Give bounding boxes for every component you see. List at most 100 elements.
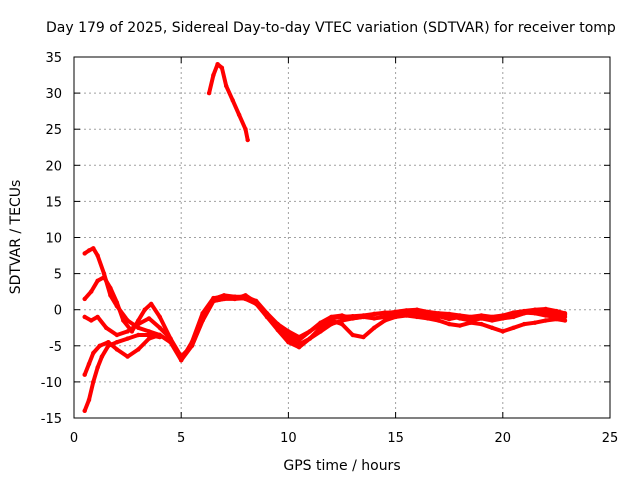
data-point [95,278,100,283]
data-point [82,251,87,256]
data-point [243,127,248,132]
data-point [307,329,312,334]
data-point [372,311,377,317]
data-point [447,311,452,317]
data-point [125,354,130,359]
data-point [236,112,242,118]
data-point [543,318,548,323]
data-point [425,316,430,321]
data-point [457,323,463,328]
data-point [425,309,430,315]
tick-labels: 0 5 10 15 20 25 -15 -10 -5 0 5 10 15 20 25 30 35 [41,51,619,446]
data-point [318,325,323,330]
data-point [275,327,280,333]
data-point [211,72,216,78]
data-point [489,325,495,330]
data-point [511,310,516,315]
data-point [361,334,366,340]
data-point [219,65,225,71]
data-point [95,365,100,370]
data-point [146,316,152,321]
data-point [479,321,484,327]
data-point [168,340,173,345]
data-point [522,308,527,314]
data-point [101,271,107,276]
y-tick-label: 25 [45,123,62,138]
data-point [361,313,366,318]
y-tick-label: -5 [49,340,62,355]
data-point [414,307,420,312]
data-point [97,343,102,348]
data-point [393,309,398,315]
data-point [82,372,87,377]
data-point [146,332,152,338]
data-point [307,336,312,341]
data-point [215,61,220,67]
data-point [562,311,568,316]
data-point [89,318,94,323]
data-point [189,343,195,348]
data-point [543,313,548,318]
data-point [142,307,147,312]
data-point [91,379,96,385]
y-tick-label: 0 [54,304,62,319]
data-point [200,318,205,323]
data-point [114,340,120,345]
data-point [206,90,212,96]
data-point [554,316,559,322]
data-point [532,311,538,316]
y-tick-label: 20 [45,159,62,174]
data-point [136,332,141,338]
data-point [286,329,291,334]
data-point [243,295,248,301]
data-point [468,320,473,325]
data-point [339,314,345,320]
data-point [146,336,152,341]
data-point [157,314,162,320]
data-point [245,137,250,143]
x-tick-label: 0 [70,431,78,446]
data-point [179,358,184,363]
data-point [511,325,516,330]
x-tick-label: 20 [495,431,512,446]
data-point [329,318,334,323]
data-point [404,308,409,313]
data-point [95,253,100,258]
data-point [372,325,377,330]
x-tick-label: 5 [177,431,185,446]
data-point [382,318,388,323]
data-point [350,332,355,338]
data-point [104,325,109,330]
data-point [339,321,345,327]
data-point [554,308,559,314]
data-point [99,354,105,359]
y-tick-label: -15 [41,412,62,427]
data-point [89,289,94,294]
data-point [479,313,484,318]
data-point [393,314,398,320]
data-point [114,347,120,352]
data-point [224,83,229,89]
data-point [86,361,92,367]
data-point [532,320,538,325]
data-point [296,345,302,350]
y-tick-label: 15 [45,195,62,210]
data-point [232,296,237,302]
x-tick-label: 10 [280,431,297,446]
data-point [436,318,441,323]
data-point [404,313,409,318]
data-point [101,275,107,280]
x-tick-label: 25 [602,431,619,446]
data-point [500,313,505,318]
data-point [136,321,141,327]
data-point [149,301,154,307]
data-point [436,314,441,320]
data-point [95,314,100,320]
y-axis-label: SDTVAR / TECUs [8,180,24,295]
data-point [350,314,355,319]
data-point [500,329,505,334]
data-point [468,314,473,320]
data-point [121,318,126,323]
x-tick-label: 15 [387,431,404,446]
